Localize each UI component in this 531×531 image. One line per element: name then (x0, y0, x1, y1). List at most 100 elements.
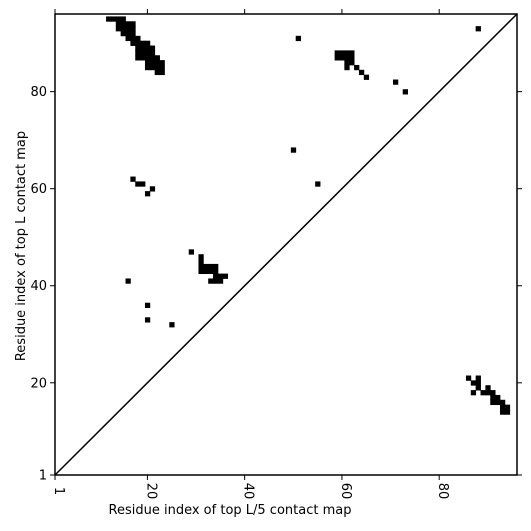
top-l-contact-cell (154, 64, 160, 71)
top-l-contact-cell (144, 60, 151, 66)
top-l-contact-cell (159, 60, 165, 66)
top-l-contact-cell (125, 26, 131, 32)
top-l-contact-cell (344, 64, 350, 71)
top-l-contact-cell (130, 21, 136, 27)
y-tick-label: 40 (30, 279, 47, 294)
top-l-contact-cell (169, 322, 175, 328)
x-axis-label: Residue index of top L/5 contact map (109, 503, 352, 518)
top-l5-contact-cell (475, 385, 481, 391)
plot-frame (54, 13, 518, 476)
top-l-contact-cell (120, 16, 126, 22)
top-l-contact-cell (198, 268, 204, 275)
top-l-contact-cell (208, 263, 214, 270)
top-l-contact-cell (144, 40, 151, 46)
top-l-contact-cell (203, 268, 209, 275)
top-l-contact-cell (125, 35, 131, 42)
top-l-contact-cell (154, 69, 160, 76)
top-l5-contact-cell (499, 404, 506, 410)
top-l-contact-cell (149, 60, 156, 66)
top-l-contact-cell (135, 181, 141, 187)
top-l-contact-cell (144, 317, 151, 323)
top-l-contact-cell (144, 302, 151, 308)
top-l5-contact-cell (495, 399, 501, 406)
top-l-contact-cell (144, 55, 151, 61)
axis-ticks: 1 20 40 60 80 1 20 40 60 80 (30, 9, 522, 499)
top-l-contact-cell (363, 74, 370, 80)
top-l-contact-cell (144, 64, 151, 71)
y-tick-label: 20 (30, 376, 47, 391)
top-l-contact-cell (154, 55, 160, 61)
top-l-contact-cell (213, 278, 219, 284)
top-l-contact-cell (140, 55, 146, 61)
top-l-contact-cell (135, 40, 141, 46)
top-l-contact-cell (130, 176, 136, 182)
top-l-contact-cell (159, 64, 165, 71)
top-l-contact-cell (120, 30, 126, 37)
top-l-contact-cell (217, 273, 224, 279)
top-l-contact-cell (125, 278, 131, 284)
top-l-contact-cell (144, 191, 151, 197)
top-l-contact-cell (198, 263, 204, 270)
top-l5-contact-cell (485, 390, 491, 396)
top-l-contact-cell (110, 16, 117, 22)
top-l-contact-cell (140, 40, 146, 46)
top-l-contact-cell (144, 45, 151, 51)
top-l-contact-cell (339, 55, 345, 61)
top-l5-contact-cell (495, 394, 501, 401)
top-l-contact-cell (120, 21, 126, 27)
top-l-contact-cell (208, 278, 214, 284)
top-l-contact-cell (392, 79, 399, 85)
top-l-contact-cell (349, 55, 355, 61)
top-l-contact-cell (115, 26, 122, 32)
top-l-contact-cell (213, 273, 219, 279)
top-l-contact-cell (135, 55, 141, 61)
top-l5-contact-cell (475, 375, 481, 381)
top-l-contact-cell (159, 69, 165, 76)
top-l-contact-cell (149, 50, 156, 56)
contact-cells (106, 16, 511, 415)
top-l5-contact-cell (480, 390, 486, 396)
top-l-contact-cell (344, 50, 350, 56)
top-l-contact-cell (149, 64, 156, 71)
top-l-contact-cell (106, 16, 112, 22)
top-l-contact-cell (198, 259, 204, 265)
top-l-contact-cell (149, 186, 156, 192)
top-l-contact-cell (135, 50, 141, 56)
top-l-contact-cell (130, 40, 136, 46)
top-l-contact-cell (140, 50, 146, 56)
top-l5-contact-cell (499, 399, 506, 406)
top-l-contact-cell (217, 278, 224, 284)
top-l5-contact-cell (475, 380, 481, 386)
y-tick-label: 1 (39, 469, 47, 484)
top-l-contact-cell (144, 50, 151, 56)
top-l-contact-cell (130, 26, 136, 32)
top-l-contact-cell (475, 26, 481, 32)
top-l-contact-cell (349, 60, 355, 66)
top-l-contact-cell (198, 254, 204, 260)
top-l-contact-cell (402, 89, 408, 95)
top-l-contact-cell (208, 268, 214, 275)
top-l-contact-cell (135, 45, 141, 51)
y-axis-label: Residue index of top L contact map (14, 131, 29, 361)
top-l5-contact-cell (465, 375, 472, 381)
top-l-contact-cell (213, 263, 219, 270)
x-tick-label: 20 (143, 483, 158, 500)
y-tick-label: 60 (30, 182, 47, 197)
top-l5-contact-cell (470, 380, 477, 386)
top-l-contact-cell (358, 69, 365, 76)
y-tick-label: 80 (30, 85, 47, 100)
top-l-contact-cell (140, 45, 146, 51)
top-l5-contact-cell (470, 390, 477, 396)
top-l-contact-cell (290, 147, 297, 153)
top-l5-contact-cell (499, 409, 506, 415)
top-l-contact-cell (125, 30, 131, 37)
top-l-contact-cell (203, 263, 209, 270)
top-l5-contact-cell (504, 409, 511, 415)
x-tick-label: 40 (241, 483, 256, 500)
top-l-contact-cell (130, 30, 136, 37)
top-l5-contact-cell (490, 390, 496, 396)
top-l-contact-cell (125, 21, 131, 27)
top-l-contact-cell (115, 16, 122, 22)
top-l-contact-cell (344, 55, 350, 61)
